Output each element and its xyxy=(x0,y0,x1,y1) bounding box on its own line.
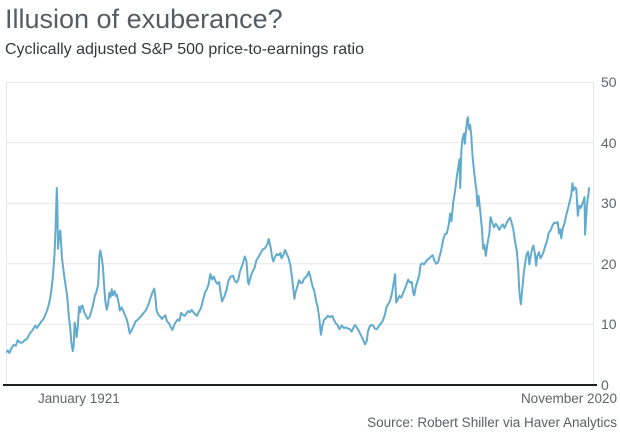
y-axis-tick-label: 10 xyxy=(601,316,617,333)
y-axis-tick-label: 40 xyxy=(601,134,617,151)
source-credit: Source: Robert Shiller via Haver Analyti… xyxy=(367,415,617,430)
cape-series-line xyxy=(6,116,590,354)
x-axis-start-label: January 1921 xyxy=(38,391,120,406)
chart-subtitle: Cyclically adjusted S&P 500 price-to-ear… xyxy=(5,41,364,58)
y-axis-tick-label: 50 xyxy=(601,74,617,90)
cape-line-chart xyxy=(6,82,594,385)
y-axis-tick-label: 0 xyxy=(601,377,609,393)
x-axis-line xyxy=(3,384,597,386)
x-axis-end-label: November 2020 xyxy=(520,391,617,406)
y-axis-tick-label: 20 xyxy=(601,255,617,272)
page-title: Illusion of exuberance? xyxy=(5,4,283,34)
plot-area xyxy=(6,82,594,385)
y-axis-tick-label: 30 xyxy=(601,195,617,212)
